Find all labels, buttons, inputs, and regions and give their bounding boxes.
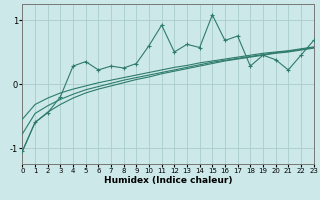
X-axis label: Humidex (Indice chaleur): Humidex (Indice chaleur) <box>104 176 232 185</box>
